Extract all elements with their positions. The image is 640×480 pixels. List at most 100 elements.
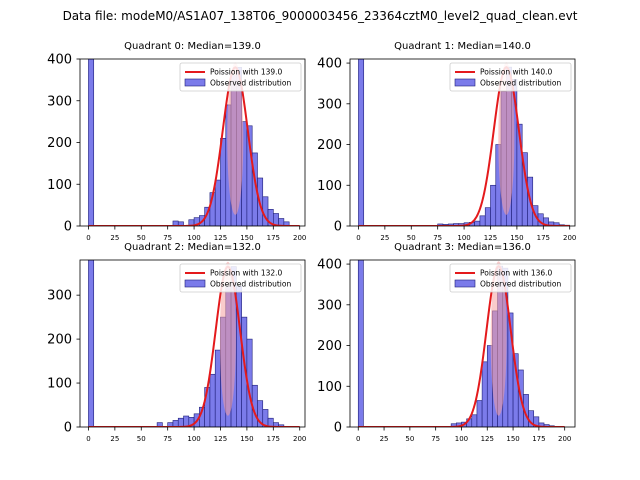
q1-xtick-label: 150 xyxy=(510,234,523,242)
q2-bar xyxy=(88,260,95,427)
q2-title: Quadrant 2: Median=132.0 xyxy=(124,242,261,253)
q2-legend-bar-swatch xyxy=(184,279,206,288)
q2-peak-marker xyxy=(219,261,236,416)
q1-ytick-label: 200 xyxy=(317,138,342,153)
q0-xtick-label: 125 xyxy=(214,234,227,242)
q0-xtick-label: 25 xyxy=(110,234,119,242)
q2-bar xyxy=(214,349,221,427)
q0-plot-area xyxy=(88,59,300,226)
q3-legend-curve-label: Poission with 136.0 xyxy=(480,269,553,278)
q3-bar xyxy=(533,416,540,427)
q3-legend: Poission with 136.0 Observed distribution xyxy=(449,263,572,293)
q2-ytick-label: 200 xyxy=(47,333,72,348)
q1-poisson-curve xyxy=(358,66,570,226)
q2-ytick-label: 300 xyxy=(47,289,72,304)
q0-ytick-label: 300 xyxy=(47,94,72,109)
quadrant-3-chart: 0 25 50 75 100 125 150 175 200 0 100 200 300 400 Quadr… xyxy=(317,242,576,443)
q0-xtick-label: 100 xyxy=(187,234,200,242)
q2-xtick-label: 200 xyxy=(293,435,306,443)
q3-title: Quadrant 3: Median=136.0 xyxy=(394,242,531,253)
q0-peak-marker xyxy=(227,62,244,215)
q3-legend-bar-swatch xyxy=(454,279,476,288)
q3-xtick-label: 25 xyxy=(380,435,389,443)
q3-ytick-label: 100 xyxy=(317,380,342,395)
q2-legend: Poission with 132.0 Observed distribution xyxy=(179,263,302,293)
q1-bar xyxy=(553,222,560,226)
q1-xtick-label: 100 xyxy=(457,234,470,242)
q2-legend-curve-label: Poission with 132.0 xyxy=(210,269,283,278)
q0-title: Quadrant 0: Median=139.0 xyxy=(124,41,261,52)
q3-xtick-label: 150 xyxy=(506,435,519,443)
q1-legend-bar-label: Observed distribution xyxy=(480,79,561,88)
q1-ytick-label: 0 xyxy=(334,220,342,235)
q3-ytick-label: 300 xyxy=(317,298,342,313)
q3-xtick-label: 100 xyxy=(455,435,468,443)
q0-ytick-label: 100 xyxy=(47,178,72,193)
q1-xtick-label: 125 xyxy=(484,234,497,242)
q2-legend-bar-label: Observed distribution xyxy=(210,280,291,289)
q1-xtick-label: 200 xyxy=(563,234,576,242)
q1-xtick-label: 175 xyxy=(537,234,550,242)
q2-axes-frame xyxy=(79,259,306,428)
q0-xtick-label: 75 xyxy=(163,234,172,242)
q1-xtick-label: 75 xyxy=(433,234,442,242)
q0-legend-box xyxy=(179,62,302,92)
q2-xtick-label: 125 xyxy=(214,435,227,443)
q1-legend: Poission with 140.0 Observed distribution xyxy=(449,62,572,92)
q2-ytick-label: 100 xyxy=(47,377,72,392)
quadrant-1-chart: 0 25 50 75 100 125 150 175 200 0 100 200 300 400 Quadr… xyxy=(317,41,576,242)
q3-ytick-label: 200 xyxy=(317,339,342,354)
q0-legend-bar-label: Observed distribution xyxy=(210,79,291,88)
quadrant-0-chart: 0 25 50 75 100 125 150 175 200 0 100 200 300 400 Quadr… xyxy=(47,41,306,242)
q0-xtick-label: 150 xyxy=(240,234,253,242)
q0-legend-curve-label: Poission with 139.0 xyxy=(210,68,283,77)
q2-xtick-label: 50 xyxy=(137,435,146,443)
q3-ytick-label: 400 xyxy=(317,258,342,273)
q1-bar xyxy=(479,215,486,226)
q0-xtick-label: 0 xyxy=(86,234,90,242)
q2-xtick-label: 0 xyxy=(86,435,90,443)
q0-ytick-label: 0 xyxy=(64,220,72,235)
q0-bar xyxy=(88,59,95,226)
q1-legend-box xyxy=(449,62,572,92)
quadrant-panels: 0 25 50 75 100 125 150 175 200 0 100 200 300 400 Quadr… xyxy=(47,41,576,443)
q3-xtick-label: 125 xyxy=(481,435,494,443)
q0-legend: Poission with 139.0 Observed distribution xyxy=(179,62,302,92)
q1-xtick-label: 25 xyxy=(380,234,389,242)
q0-xtick-label: 175 xyxy=(267,234,280,242)
q1-axes-frame xyxy=(349,58,576,227)
q0-bar xyxy=(214,179,221,226)
q0-ytick-label: 200 xyxy=(47,136,72,151)
q3-xtick-label: 200 xyxy=(558,435,571,443)
q3-xtick-label: 75 xyxy=(431,435,440,443)
q2-xtick-label: 100 xyxy=(187,435,200,443)
q1-bar xyxy=(474,220,481,226)
q1-legend-bar-swatch xyxy=(454,78,476,87)
q0-legend-bar-swatch xyxy=(184,78,206,87)
q2-xtick-label: 75 xyxy=(163,435,172,443)
q1-xtick-label: 0 xyxy=(356,234,360,242)
figure-suptitle: Data file: modeM0/AS1A07_138T06_90000034… xyxy=(63,9,578,23)
q2-legend-box xyxy=(179,263,302,293)
q1-plot-area xyxy=(358,59,571,226)
q3-plot-area xyxy=(357,260,565,427)
q3-legend-bar-label: Observed distribution xyxy=(480,280,561,289)
q3-poisson-curve xyxy=(358,264,565,427)
q0-bar xyxy=(220,138,227,226)
q3-xtick-label: 50 xyxy=(405,435,414,443)
q3-bar xyxy=(476,400,483,427)
q2-bar xyxy=(177,417,184,427)
q0-xtick-label: 50 xyxy=(137,234,146,242)
q1-bar xyxy=(490,184,497,226)
q0-xtick-label: 200 xyxy=(293,234,306,242)
q1-ytick-label: 100 xyxy=(317,179,342,194)
q2-ytick-label: 0 xyxy=(64,421,72,436)
q1-xtick-label: 50 xyxy=(407,234,416,242)
q3-xtick-label: 0 xyxy=(356,435,360,443)
quadrant-2-chart: 0 25 50 75 100 125 150 175 200 0 100 200 300 Quadrant… xyxy=(47,242,306,443)
q3-bar xyxy=(471,414,478,427)
q3-peak-marker xyxy=(490,261,507,416)
q3-legend-box xyxy=(449,263,572,293)
q1-title: Quadrant 1: Median=140.0 xyxy=(394,41,531,52)
